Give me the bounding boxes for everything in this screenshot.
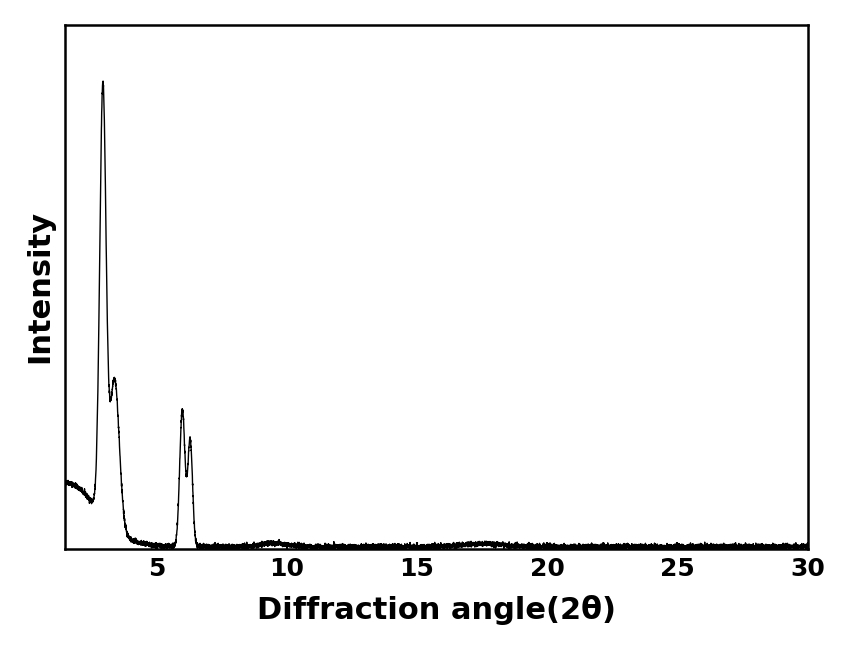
X-axis label: Diffraction angle(2θ): Diffraction angle(2θ) <box>257 595 616 625</box>
Y-axis label: Intensity: Intensity <box>25 211 54 363</box>
